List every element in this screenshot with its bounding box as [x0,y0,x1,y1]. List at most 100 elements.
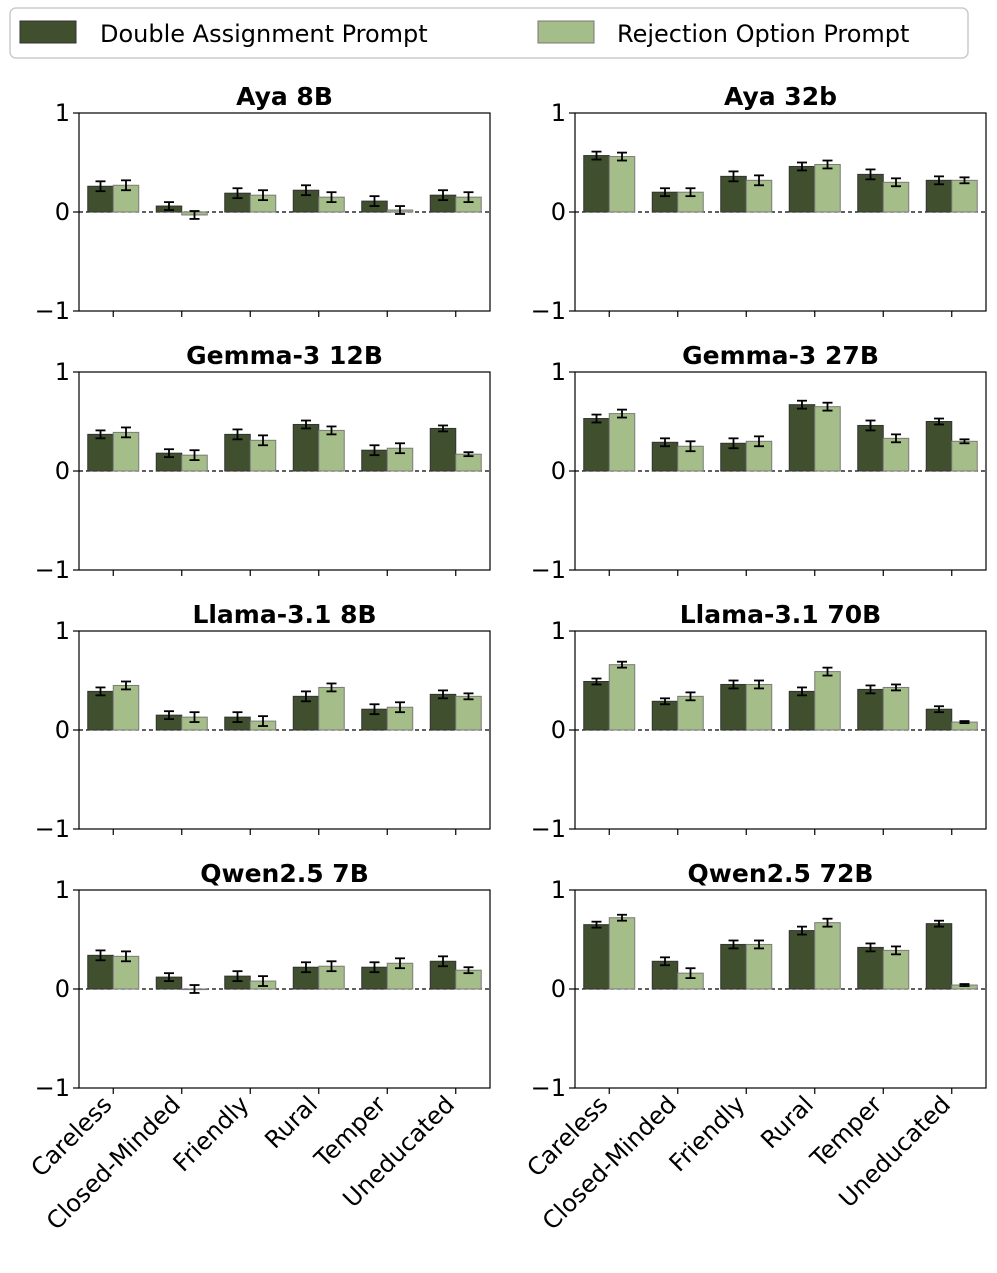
error-bar [754,679,764,690]
error-bar [95,949,106,962]
legend: Double Assignment Prompt Rejection Optio… [9,7,969,59]
chart-panel-gemma-3-12b: Gemma-3 12B 1 0 −1 [35,341,491,584]
error-bar [438,689,448,700]
y-tick-label: 1 [551,358,566,386]
x-tick-label-rural: Rural [259,1090,323,1154]
error-bar [617,408,627,419]
error-bar [754,174,764,187]
bar-double-assignment-prompt-careless [583,680,610,731]
error-bar [326,960,337,973]
error-bar [797,161,807,172]
y-tick-label: 0 [55,975,70,1003]
error-bar [258,975,268,987]
error-bar [822,666,833,677]
y-tick-label: −1 [531,1074,566,1102]
error-bar [189,984,200,994]
error-bar [797,686,807,697]
error-bar [660,697,670,706]
bar-double-assignment-prompt-careless [583,924,610,990]
y-tick-label: −1 [35,556,70,584]
error-bar [301,184,311,197]
error-bar [959,720,970,724]
legend-label-rejection-option: Rejection Option Prompt [617,20,909,48]
bar-double-assignment-prompt-rural [788,690,816,731]
error-bar [591,413,602,424]
legend-frame [9,7,969,59]
error-bar [395,701,405,714]
y-tick-label: 0 [55,457,70,485]
error-bar [438,189,448,202]
chart-panel-llama-3-1-70b: Llama-3.1 70B 1 0 −1 [531,600,987,843]
error-bar [865,419,876,432]
chart-title: Aya 8B [236,82,333,111]
y-tick-label: −1 [35,297,70,325]
bar-rejection-option-prompt-careless [112,684,140,731]
error-bar [728,170,739,183]
y-tick-label: 1 [551,99,566,127]
error-bar [189,449,200,462]
chart-title: Qwen2.5 72B [688,859,874,888]
error-bar [617,660,627,669]
bar-double-assignment-prompt-careless [583,418,610,472]
bar-double-assignment-prompt-closed-minded [651,700,679,731]
error-bar [934,705,944,714]
x-tick-label-friendly: Friendly [664,1090,751,1177]
error-bar [891,433,901,444]
bar-double-assignment-prompt-rural [788,930,816,990]
error-bar [934,417,944,426]
error-bar [728,939,739,950]
error-bar [660,437,670,448]
error-bar [164,972,174,982]
error-bar [95,429,106,440]
bar-double-assignment-prompt-uneducated [429,693,457,731]
y-tick-label: 0 [551,716,566,744]
error-bar [822,159,833,170]
bar-rejection-option-prompt-temper [882,949,910,990]
bar-double-assignment-prompt-rural [292,423,320,472]
legend-swatch-rejection-option [537,20,595,44]
error-bar [685,691,696,702]
error-bar [865,942,876,953]
error-bar [121,950,131,963]
error-bar [258,189,268,202]
error-bar [164,448,174,459]
error-bar [369,444,380,457]
bar-double-assignment-prompt-uneducated [925,923,953,990]
legend-swatch-double-assignment [19,20,77,44]
error-bar [660,187,670,198]
error-bar [258,715,268,727]
bar-double-assignment-prompt-temper [857,424,884,472]
chart-panel-llama-3-1-8b: Llama-3.1 8B 1 0 −1 [35,600,491,843]
bar-double-assignment-prompt-temper [857,173,884,213]
error-bar [754,939,764,950]
bar-double-assignment-prompt-careless [87,690,114,731]
error-bar [232,711,243,723]
chart-panel-gemma-3-27b: Gemma-3 27B 1 0 −1 [531,341,987,584]
y-tick-label: 1 [55,99,70,127]
bar-rejection-option-prompt-rural [318,429,345,472]
error-bar [232,970,243,982]
bar-double-assignment-prompt-friendly [720,683,747,731]
x-tick-label-friendly: Friendly [168,1090,255,1177]
error-bar [232,428,243,441]
bar-rejection-option-prompt-uneducated [951,179,978,213]
y-tick-label: 1 [55,876,70,904]
bar-double-assignment-prompt-uneducated [429,427,457,472]
error-bar [463,191,474,204]
bar-rejection-option-prompt-temper [882,686,910,731]
y-tick-label: 1 [551,617,566,645]
error-bar [685,187,696,198]
error-bar [121,179,131,192]
bar-rejection-option-prompt-rural [814,922,841,990]
y-tick-label: 0 [55,716,70,744]
bar-rejection-option-prompt-rural [318,686,345,731]
error-bar [591,150,602,161]
error-bar [463,966,474,975]
error-bar [189,711,200,723]
chart-panel-aya-8b: Aya 8B 1 0 −1 [35,82,491,325]
error-bar [121,426,131,439]
bar-rejection-option-prompt-friendly [745,943,773,990]
bar-double-assignment-prompt-rural [788,165,816,213]
error-bar [891,683,901,692]
